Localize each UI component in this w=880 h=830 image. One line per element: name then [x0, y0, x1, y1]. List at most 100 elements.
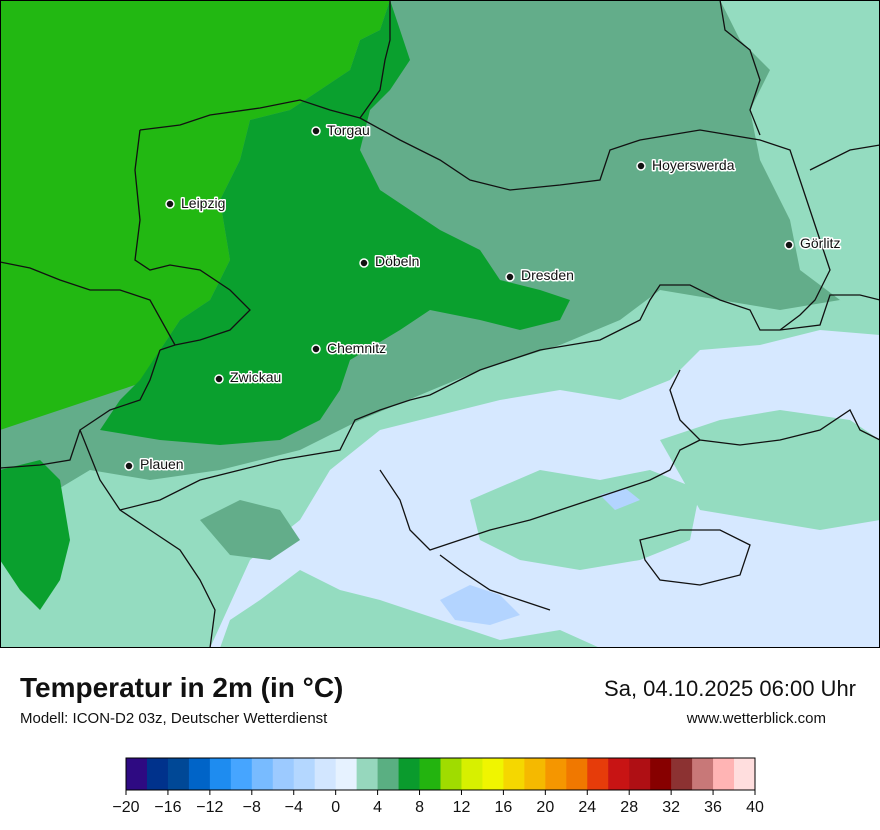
legend-tick-label: 0	[331, 799, 340, 816]
map-canvas: Torgau Hoyerswerda Leipzig Görlitz Döbel…	[0, 0, 880, 648]
region-mint-patch-1	[470, 470, 700, 570]
legend-swatch	[629, 758, 651, 790]
border-line-4	[0, 261, 176, 346]
website-link[interactable]: www.wetterblick.com	[686, 710, 826, 727]
cities: Torgau Hoyerswerda Leipzig Görlitz Döbel…	[124, 121, 842, 474]
legend-tick-label: 24	[578, 799, 596, 816]
city-label: Zwickau	[230, 369, 281, 385]
city-marker	[636, 161, 646, 171]
region-mint-patch-2	[660, 410, 880, 530]
legend-frame	[125, 757, 756, 791]
border-line-5	[0, 349, 161, 469]
border-line-9	[809, 144, 880, 171]
legend-tick-label: −4	[285, 799, 303, 816]
legend-swatch	[272, 758, 295, 790]
legend-swatch	[608, 758, 630, 790]
legend-tick-label: 4	[373, 799, 382, 816]
city-label: Döbeln	[375, 253, 419, 269]
legend-swatch	[293, 758, 316, 790]
border-line-1	[139, 0, 391, 131]
legend-swatch	[188, 758, 211, 790]
legend-tick-label: −12	[196, 799, 223, 816]
legend-swatch	[524, 758, 546, 790]
border-line-3	[134, 129, 251, 351]
city-plauen: Plauen	[124, 455, 185, 474]
legend-tick-label: 32	[662, 799, 680, 816]
city-marker	[124, 461, 134, 471]
legend-swatch	[503, 758, 525, 790]
legend-swatch	[167, 758, 190, 790]
legend-swatch	[587, 758, 609, 790]
legend-swatch	[461, 758, 483, 790]
legend-swatch	[335, 758, 358, 790]
city-marker	[214, 374, 224, 384]
city-label: Chemnitz	[327, 340, 386, 356]
city-marker	[311, 126, 321, 136]
legend-swatch	[209, 758, 232, 790]
color-legend: −20 −16 −12 −8 −4 0 4 8 12 16 20 24 28 32 36 40	[112, 757, 764, 816]
legend-tick-label: 16	[495, 799, 513, 816]
city-label: Leipzig	[181, 195, 225, 211]
legend-tick-label: 12	[453, 799, 471, 816]
city-torgau: Torgau	[311, 121, 371, 140]
city-marker	[359, 258, 369, 268]
legend-tick-label: 36	[704, 799, 722, 816]
city-label: Görlitz	[800, 235, 840, 251]
legend-swatch	[692, 758, 714, 790]
legend-swatch	[650, 758, 672, 790]
region-light-blue-1	[440, 585, 520, 625]
city-zwickau: Zwickau	[214, 368, 283, 387]
legend-swatch	[126, 758, 148, 790]
legend-tick-label: −20	[112, 799, 139, 816]
city-label: Torgau	[327, 122, 370, 138]
legend-swatch	[482, 758, 504, 790]
legend-swatch	[314, 758, 337, 790]
city-chemnitz: Chemnitz	[311, 339, 388, 358]
border-line-10	[669, 369, 880, 446]
city-hoyerswerda: Hoyerswerda	[636, 156, 736, 175]
forecast-datetime: Sa, 04.10.2025 06:00 Uhr	[604, 676, 856, 701]
legend-swatch	[251, 758, 274, 790]
legend-tick-label: −8	[243, 799, 261, 816]
city-marker	[311, 344, 321, 354]
legend-swatch	[419, 758, 441, 790]
city-doebeln: Döbeln	[359, 252, 421, 271]
legend-swatch	[377, 758, 399, 790]
city-marker	[165, 199, 175, 209]
legend-tick-label: 28	[620, 799, 638, 816]
region-bright-green-west	[0, 0, 390, 430]
city-label: Hoyerswerda	[652, 157, 735, 173]
legend-swatch	[566, 758, 588, 790]
city-marker	[784, 240, 794, 250]
legend-swatch	[671, 758, 693, 790]
legend-tick-label: 20	[536, 799, 554, 816]
legend-swatch	[398, 758, 420, 790]
region-mint-northeast	[720, 0, 880, 320]
border-line-12	[639, 529, 751, 586]
border-line-13	[439, 554, 551, 611]
region-mid-green-southwest	[0, 460, 70, 610]
legend-swatch	[734, 758, 756, 790]
legend-swatch	[356, 758, 378, 790]
page-title: Temperatur in 2m (in °C)	[20, 672, 344, 703]
legend-swatch	[713, 758, 735, 790]
border-line-11	[379, 439, 701, 551]
legend-swatch	[440, 758, 462, 790]
city-leipzig: Leipzig	[165, 194, 227, 213]
legend-swatch	[146, 758, 169, 790]
city-goerlitz: Görlitz	[784, 234, 842, 253]
region-dull-green-patch	[200, 500, 300, 560]
legend-swatch	[230, 758, 253, 790]
city-marker	[505, 272, 515, 282]
city-dresden: Dresden	[505, 266, 575, 285]
border-line-2	[359, 117, 831, 331]
city-label: Plauen	[140, 456, 184, 472]
temperature-map: Torgau Hoyerswerda Leipzig Görlitz Döbel…	[0, 0, 880, 648]
legend-tick-label: 40	[746, 799, 764, 816]
border-line-7	[119, 284, 880, 511]
city-label: Dresden	[521, 267, 574, 283]
legend-tick-label: 8	[415, 799, 424, 816]
footer: Temperatur in 2m (in °C) Modell: ICON-D2…	[0, 648, 880, 830]
borders	[0, 0, 880, 648]
model-info: Modell: ICON-D2 03z, Deutscher Wetterdie…	[20, 710, 328, 727]
